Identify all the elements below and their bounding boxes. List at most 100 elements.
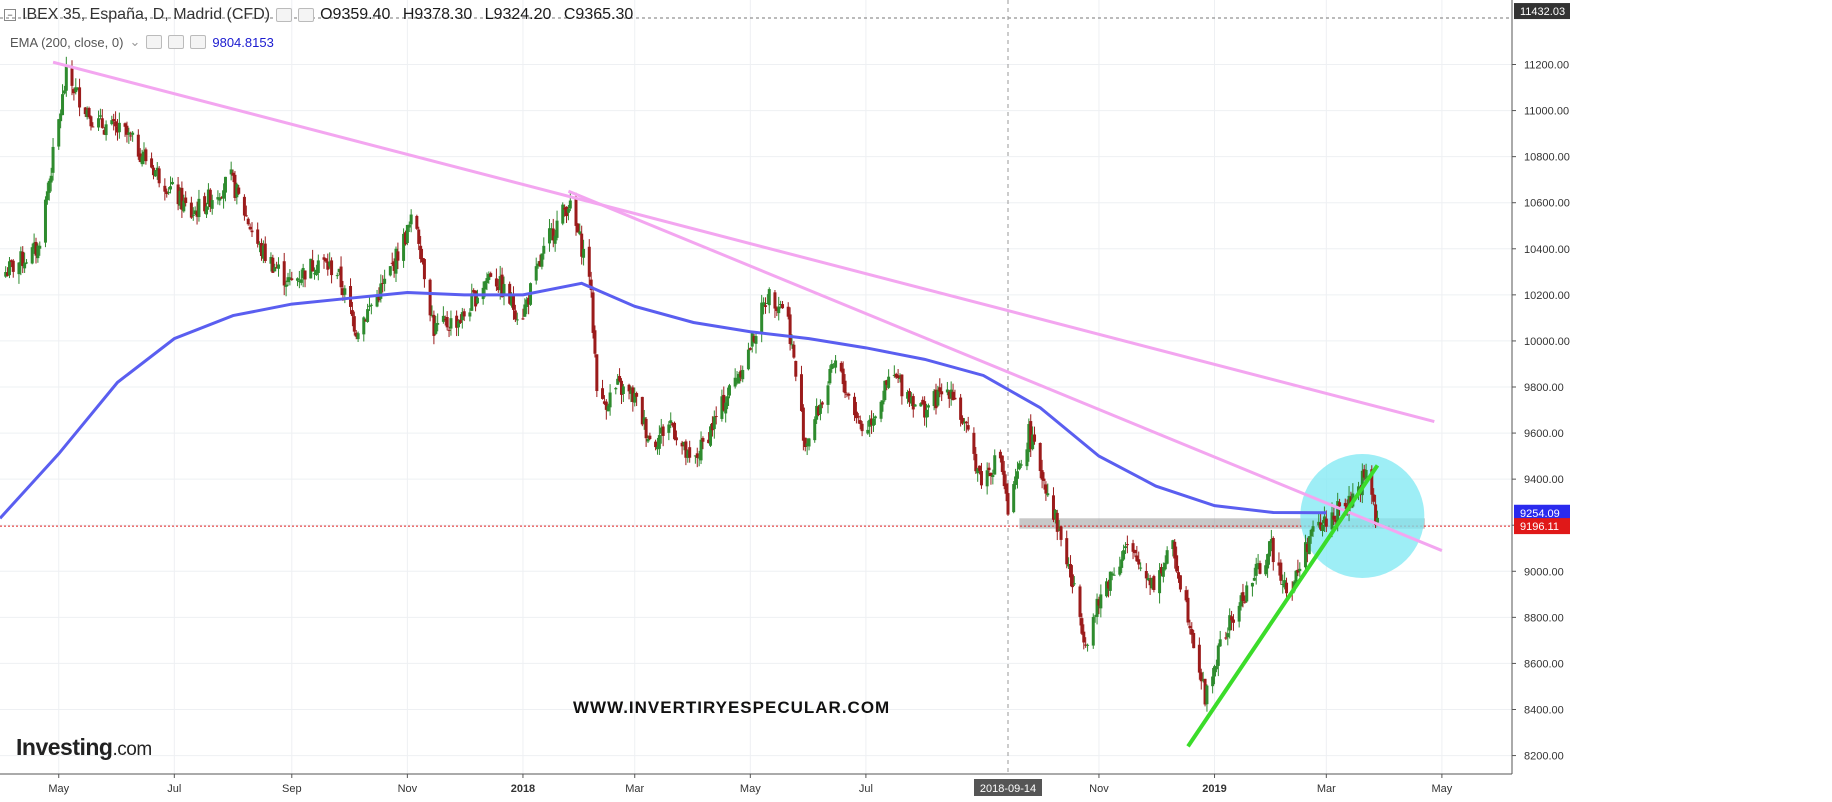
candle-body (7, 261, 11, 276)
candle-body (441, 315, 445, 322)
chevron-down-icon[interactable]: ⌄ (129, 34, 141, 49)
candle-body (896, 375, 900, 378)
candle-body (511, 295, 515, 310)
candle-body (114, 121, 118, 127)
candle-body (1069, 564, 1073, 578)
candle-body (1080, 618, 1084, 634)
candle-body (536, 263, 540, 267)
candle-body (883, 380, 887, 401)
candle-body (231, 172, 235, 176)
candle-body (1364, 469, 1368, 480)
candle-body (1243, 601, 1247, 603)
candle-body (1224, 637, 1228, 639)
candle-body (799, 374, 803, 411)
candle-body (167, 192, 171, 194)
candle-body (786, 306, 790, 317)
candle-body (1199, 672, 1203, 682)
candle-body (724, 402, 728, 414)
candle-body (682, 441, 686, 446)
settings-icon[interactable] (276, 8, 293, 22)
candle-body (1252, 577, 1256, 581)
candle-body (1165, 550, 1169, 564)
candle-body (976, 468, 980, 474)
candle-body (330, 260, 334, 276)
crosshair-date-badge (974, 779, 1042, 796)
candle-body (1095, 598, 1099, 617)
candle-body (489, 273, 493, 277)
candle-body (470, 293, 474, 311)
candle-body (593, 330, 597, 354)
candle-body (1070, 574, 1074, 588)
candle-body (1372, 494, 1376, 502)
candle-body (807, 438, 811, 447)
candle-body (250, 230, 254, 233)
candle-body (510, 295, 514, 306)
candle-body (993, 455, 997, 475)
candle-body (858, 420, 862, 424)
candle-body (655, 446, 659, 450)
candle-body (1322, 516, 1326, 524)
candle-body (443, 319, 447, 321)
candle-body (1264, 565, 1268, 575)
candle-body (246, 218, 250, 225)
candle-body (1029, 421, 1033, 450)
candle-body (339, 266, 343, 288)
candle-body (1093, 615, 1097, 617)
highlight-circle (1300, 454, 1425, 578)
candle-body (712, 416, 716, 430)
candle-body (1082, 631, 1086, 643)
candle-body (1163, 562, 1167, 570)
indicator-legend: EMA (200, close, 0) ⌄ 9804.8153 (10, 34, 274, 50)
candle-body (805, 443, 809, 446)
candle-body (856, 416, 860, 418)
candle-body (923, 401, 927, 418)
candle-body (1186, 597, 1190, 623)
price-tick-label: 10600.00 (1524, 198, 1570, 210)
chart-header: − IBEX 35, España, D, Madrid (CFD) O9359… (4, 6, 641, 24)
candle-body (926, 405, 930, 408)
candle-body (43, 199, 47, 243)
candle-body (1279, 562, 1283, 581)
candle-body (1281, 583, 1285, 585)
close-icon[interactable] (190, 35, 207, 49)
candle-body (909, 396, 913, 404)
candle-body (337, 268, 341, 273)
candle-body (1059, 526, 1063, 540)
candle-body (830, 363, 834, 370)
candle-body (921, 399, 925, 405)
candle-body (1118, 566, 1122, 575)
candle-body (354, 332, 358, 337)
candle-body (1159, 567, 1163, 574)
candle-body (422, 259, 426, 280)
trendline-upper-downtrend (52, 60, 1435, 424)
collapse-icon[interactable]: − (4, 9, 16, 21)
candle-body (1237, 605, 1241, 622)
candle-body (1338, 502, 1342, 507)
candle-body (1158, 570, 1162, 594)
candle-body (659, 427, 663, 434)
candle-body (1057, 529, 1061, 531)
gear-icon[interactable] (168, 35, 185, 49)
symbol-title: IBEX 35, España, D, Madrid (CFD) (22, 6, 271, 23)
time-tick-label: May (48, 783, 69, 795)
eye-icon[interactable] (146, 35, 163, 49)
candle-body (91, 126, 95, 128)
candle-body (273, 267, 277, 272)
candle-body (112, 119, 116, 122)
candle-body (25, 262, 29, 264)
candle-body (646, 438, 650, 442)
candle-body (271, 257, 275, 273)
candle-body (205, 206, 209, 215)
candle-body (261, 245, 265, 259)
candle-body (1084, 644, 1088, 646)
candle-body (998, 451, 1002, 459)
candle-body (1188, 625, 1192, 629)
investing-logo: Investing.com (16, 734, 152, 761)
visibility-icon[interactable] (298, 8, 315, 22)
candle-body (1250, 582, 1254, 587)
candle-body (295, 278, 299, 281)
price-tick-label: 11000.00 (1524, 106, 1569, 118)
top-price-badge: 11432.03 (1520, 6, 1565, 18)
candle-body (688, 447, 692, 458)
